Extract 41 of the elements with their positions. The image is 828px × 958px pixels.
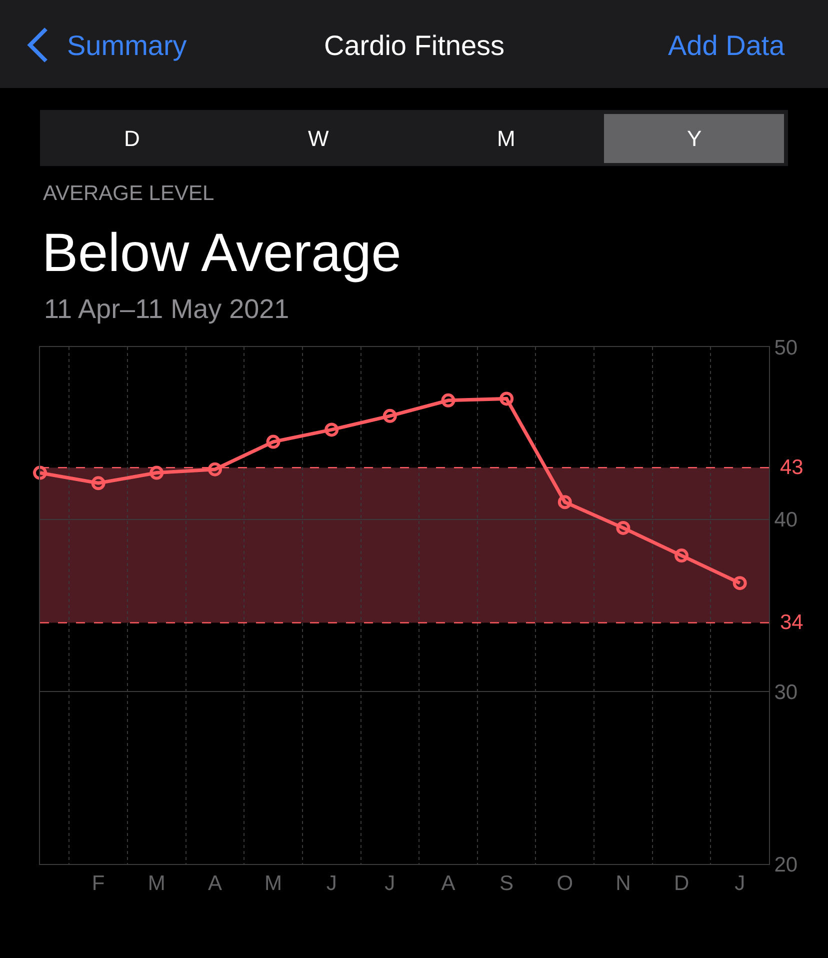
text: Cardio Fitness (324, 30, 505, 61)
point (441, 393, 456, 408)
point (266, 434, 280, 449)
text: D (124, 126, 140, 151)
y-tick-label: 40 (774, 508, 798, 532)
x-tick-label: M (264, 872, 282, 896)
point (674, 548, 689, 563)
x-tick-label: O (556, 872, 574, 896)
point (208, 462, 222, 476)
y-tick-label: 20 (774, 853, 798, 876)
text: Y (687, 126, 702, 151)
point (382, 408, 397, 423)
point (558, 495, 572, 510)
x-tick-label: M (148, 872, 166, 896)
ref-line-label: 34 (780, 611, 804, 634)
x-tick-label: F (92, 872, 105, 896)
point (150, 466, 164, 480)
x-tick-label: A (441, 872, 456, 896)
text: Add Data (668, 30, 786, 61)
x-tick-label: S (500, 872, 514, 896)
y-tick-label: 50 (774, 336, 798, 360)
ref-line-label: 43 (780, 456, 804, 479)
point (324, 422, 339, 437)
x-tick-label: N (616, 872, 631, 896)
y-tick-label: 30 (774, 681, 798, 704)
x-tick-label: J (384, 872, 396, 896)
x-tick-label: D (674, 872, 690, 896)
point (616, 520, 630, 535)
chart-title: Below Average (42, 223, 402, 283)
text: AVERAGE LEVEL (43, 182, 214, 205)
chart-subtitle: 11 Apr–11 May 2021 (44, 294, 290, 324)
text: Summary (67, 30, 187, 61)
point (732, 576, 747, 590)
point (91, 476, 106, 490)
x-tick-label: A (208, 872, 222, 896)
x-tick-label: J (326, 872, 337, 896)
x-tick-label: J (734, 872, 746, 896)
text: W (308, 126, 329, 151)
point (33, 466, 47, 480)
text: M (497, 126, 516, 151)
point (500, 392, 514, 406)
